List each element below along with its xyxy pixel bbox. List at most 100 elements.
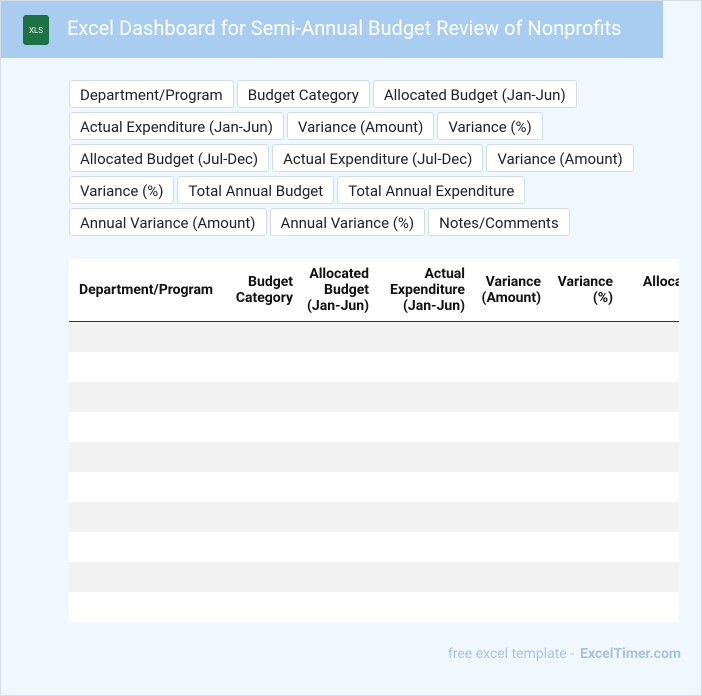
- table-cell: [377, 592, 473, 622]
- tag-chip[interactable]: Actual Expenditure (Jan-Jun): [69, 112, 284, 140]
- table-cell: [621, 592, 679, 622]
- table-cell: [621, 412, 679, 442]
- table-row: [69, 532, 679, 562]
- table-cell: [301, 592, 377, 622]
- tag-chip[interactable]: Variance (%): [437, 112, 543, 140]
- table-cell: [301, 472, 377, 502]
- table-cell: [621, 472, 679, 502]
- table-body: [69, 321, 679, 622]
- table-cell: [549, 321, 621, 352]
- table-cell: [69, 321, 226, 352]
- tag-chip[interactable]: Total Annual Budget: [177, 176, 335, 204]
- table-row: [69, 352, 679, 382]
- table-row: [69, 561, 679, 592]
- table-cell: [621, 352, 679, 382]
- tag-chip[interactable]: Actual Expenditure (Jul-Dec): [272, 144, 484, 172]
- tag-chip[interactable]: Variance (Amount): [486, 144, 634, 172]
- table-cell: [226, 441, 301, 472]
- table-cell: [473, 412, 549, 442]
- table-cell: [473, 532, 549, 562]
- table-cell: [549, 352, 621, 382]
- table-cell: [377, 441, 473, 472]
- table-cell: [301, 321, 377, 352]
- table-cell: [377, 561, 473, 592]
- table-cell: [549, 441, 621, 472]
- table-cell: [301, 352, 377, 382]
- table-cell: [377, 532, 473, 562]
- title: Excel Dashboard for Semi-Annual Budget R…: [67, 16, 622, 40]
- tag-chip[interactable]: Variance (%): [69, 176, 175, 204]
- column-header: Variance (Amount): [473, 259, 549, 322]
- footer-link[interactable]: ExcelTimer.com: [580, 646, 681, 662]
- table-cell: [69, 412, 226, 442]
- table-cell: [621, 532, 679, 562]
- tag-chip[interactable]: Annual Variance (%): [269, 208, 426, 236]
- column-header: Allocated Budget (Jul-Dec): [621, 259, 679, 322]
- table-cell: [473, 321, 549, 352]
- table-cell: [377, 352, 473, 382]
- header-row: Department/Program Budget Category Allocat…: [69, 259, 679, 322]
- table-cell: [377, 381, 473, 412]
- column-header: Department/Program: [69, 259, 226, 322]
- table-cell: [69, 501, 226, 532]
- table-cell: [226, 352, 301, 382]
- table-cell: [377, 321, 473, 352]
- table-row: [69, 321, 679, 352]
- tag-chip[interactable]: Annual Variance (Amount): [69, 208, 267, 236]
- tag-chip[interactable]: Allocated Budget (Jul-Dec): [69, 144, 270, 172]
- table-cell: [621, 381, 679, 412]
- table-cell: [301, 501, 377, 532]
- table-cell: [226, 381, 301, 412]
- table-cell: [301, 441, 377, 472]
- tag-chip[interactable]: Variance (Amount): [286, 112, 435, 140]
- table-cell: [549, 561, 621, 592]
- xls-icon: XLS: [23, 15, 49, 45]
- table-row: [69, 441, 679, 472]
- table-cell: [301, 532, 377, 562]
- table-cell: [473, 381, 549, 412]
- column-header: Variance (%): [549, 259, 621, 322]
- table-cell: [69, 472, 226, 502]
- table-row: [69, 501, 679, 532]
- header: XLS Excel Dashboard for Semi-Annual Budg…: [1, 1, 663, 58]
- table-cell: [377, 472, 473, 502]
- table-cell: [621, 441, 679, 472]
- tag-chip[interactable]: Budget Category: [236, 80, 370, 108]
- table-cell: [549, 501, 621, 532]
- table-cell: [473, 472, 549, 502]
- tag-chip[interactable]: Department/Program: [69, 80, 234, 108]
- table-row: [69, 412, 679, 442]
- table-cell: [226, 321, 301, 352]
- tag-chip[interactable]: Total Annual Expenditure: [337, 176, 526, 204]
- table-cell: [69, 381, 226, 412]
- table-cell: [377, 501, 473, 532]
- table-cell: [549, 381, 621, 412]
- table-cell: [226, 561, 301, 592]
- tag-chip[interactable]: Allocated Budget (Jan-Jun): [372, 80, 577, 108]
- table-cell: [226, 472, 301, 502]
- table-cell: [549, 412, 621, 442]
- table-cell: [226, 501, 301, 532]
- data-table: Department/Program Budget Category Allocat…: [69, 259, 679, 622]
- footer-text: free excel template -: [447, 646, 575, 662]
- table-cell: [621, 321, 679, 352]
- table-cell: [69, 532, 226, 562]
- table-cell: [473, 501, 549, 532]
- table-cell: [473, 561, 549, 592]
- table-cell: [549, 472, 621, 502]
- table-cell: [226, 532, 301, 562]
- table-cell: [473, 441, 549, 472]
- table-cell: [621, 501, 679, 532]
- table-cell: [301, 561, 377, 592]
- table-cell: [69, 592, 226, 622]
- table-cell: [301, 412, 377, 442]
- table-cell: [69, 441, 226, 472]
- table-cell: [549, 592, 621, 622]
- table-row: [69, 472, 679, 502]
- tag-chip[interactable]: Notes/Comments: [428, 208, 570, 236]
- table-row: [69, 592, 679, 622]
- table-cell: [473, 592, 549, 622]
- table: Department/Program Budget Category Allocat…: [69, 259, 679, 622]
- table-cell: [226, 592, 301, 622]
